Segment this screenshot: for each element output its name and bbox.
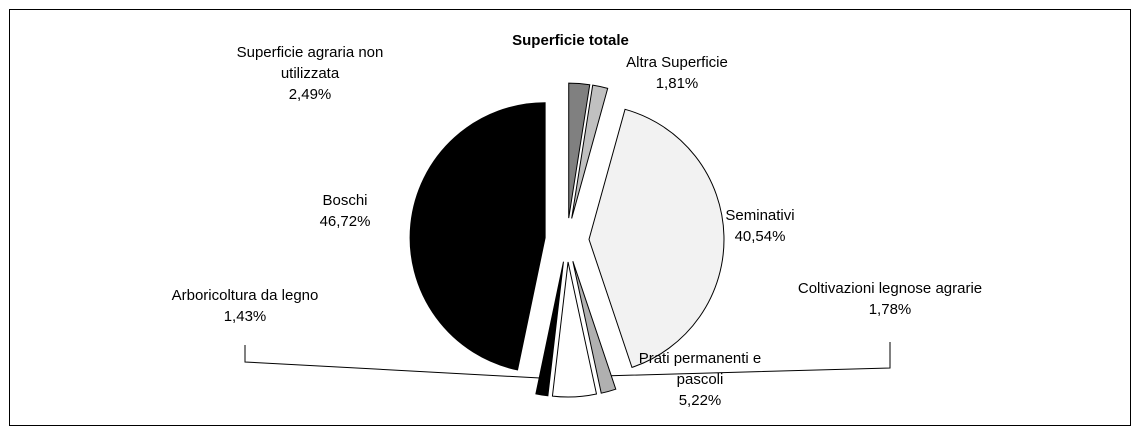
- slice-label: Altra Superficie 1,81%: [597, 52, 757, 94]
- slice-value: 5,22%: [678, 392, 722, 409]
- slice-name: Seminativi: [725, 207, 795, 224]
- slice-value: 1,81%: [655, 75, 699, 92]
- pie-slice: [568, 82, 591, 219]
- slice-name: Coltivazioni legnose agrarie: [797, 280, 983, 297]
- slice-name: Boschi: [322, 192, 368, 209]
- slice-name: Arboricoltura da legno: [171, 287, 319, 304]
- slice-label: Boschi 46,72%: [285, 190, 405, 232]
- pie-slice: [409, 102, 546, 371]
- slice-label: Arboricoltura da legno 1,43%: [125, 285, 365, 327]
- slice-label: Superficie agraria non utilizzata 2,49%: [210, 42, 410, 105]
- slice-label: Prati permanenti e pascoli 5,22%: [620, 348, 780, 411]
- slice-value: 46,72%: [319, 213, 371, 230]
- slice-label: Seminativi 40,54%: [700, 205, 820, 247]
- leader-line: [601, 342, 891, 377]
- slice-value: 2,49%: [288, 86, 332, 103]
- chart-title: Superficie totale: [512, 32, 629, 49]
- pie-slice: [551, 261, 598, 398]
- pie-slice: [571, 84, 609, 219]
- pie-slice: [535, 261, 564, 397]
- slice-value: 40,54%: [734, 228, 786, 245]
- slice-value: 1,43%: [223, 308, 267, 325]
- pie: [409, 82, 725, 398]
- leader-line: [244, 345, 541, 379]
- slice-name: Altra Superficie: [626, 54, 728, 71]
- slice-name: Prati permanenti e pascoli: [638, 350, 762, 388]
- pie-slice: [588, 108, 725, 369]
- slice-name: Superficie agraria non utilizzata: [236, 44, 384, 82]
- slice-value: 1,78%: [868, 301, 912, 318]
- slice-label: Coltivazioni legnose agrarie 1,78%: [790, 278, 990, 320]
- pie-slice: [572, 261, 617, 394]
